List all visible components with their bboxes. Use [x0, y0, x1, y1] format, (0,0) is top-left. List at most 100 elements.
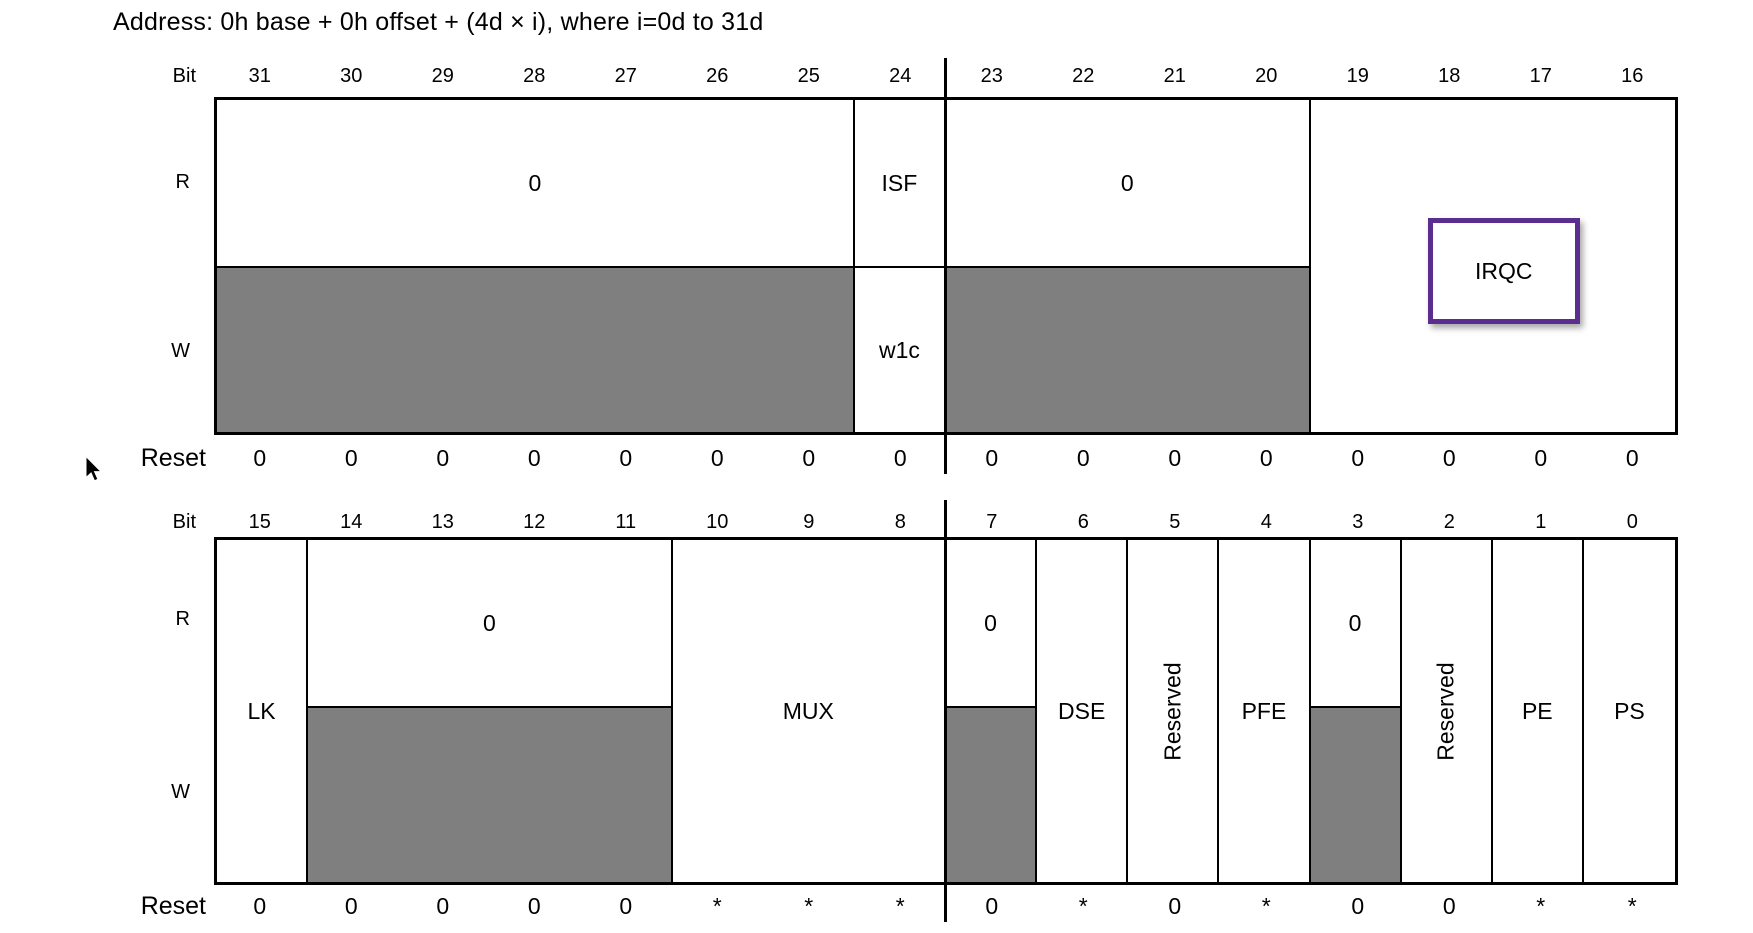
reset-value: 0	[619, 445, 633, 471]
reset-value: 0	[1259, 445, 1273, 471]
field-cell-reserved-23-20: 0	[946, 100, 1311, 432]
reset-value: *	[1536, 893, 1546, 919]
write-action-w1c: w1c	[854, 266, 944, 432]
bit-number: 9	[803, 511, 815, 533]
reset-value: 0	[1351, 893, 1365, 919]
reset-value: *	[1261, 893, 1271, 919]
field-label-pfe: PFE	[1241, 697, 1287, 724]
field-label-pe: PE	[1521, 697, 1553, 724]
field-cell-reserved-5: Reserved	[1128, 540, 1220, 882]
field-cell-reserved-2: Reserved	[1402, 540, 1493, 882]
bit-number: 3	[1352, 511, 1364, 533]
bit-number: 29	[431, 65, 454, 87]
reset-row-label-lower: Reset	[140, 892, 206, 920]
read-value: 0	[946, 100, 1309, 266]
reset-value: *	[1078, 893, 1088, 919]
bit-number: 4	[1260, 511, 1272, 533]
bit-number: 11	[615, 511, 637, 533]
bit-number: 28	[523, 65, 546, 87]
bit-number: 14	[340, 511, 363, 533]
field-cell-reserved-31-25: 0	[217, 100, 855, 432]
mouse-cursor-icon	[85, 456, 103, 482]
field-cell-pe: PE	[1493, 540, 1584, 882]
bit-number: 16	[1621, 65, 1644, 87]
bit-number: 0	[1626, 511, 1638, 533]
bit-number: 23	[980, 65, 1003, 87]
reset-row-label-upper: Reset	[140, 444, 206, 472]
field-label-isf: ISF	[854, 100, 944, 266]
field-cell-irqc: IRQC	[1311, 100, 1676, 432]
reset-value: *	[895, 893, 905, 919]
bit-number: 19	[1346, 65, 1369, 87]
bit-number: 20	[1255, 65, 1278, 87]
reset-value: *	[712, 893, 722, 919]
bit-number: 5	[1169, 511, 1181, 533]
reset-row-upper: 0 0 0 0 0 0 0 0 0 0 0 0 0 0 0 0	[214, 441, 1678, 475]
field-cell-isf: ISF w1c	[854, 100, 946, 432]
read-row-label-lower: R	[175, 608, 190, 630]
field-cell-reserved-14-11: 0	[308, 540, 673, 882]
read-row-label-upper: R	[175, 171, 190, 193]
bit-number: 8	[894, 511, 906, 533]
reset-value: 0	[1168, 445, 1182, 471]
write-row-label-upper: W	[171, 340, 190, 362]
reset-value: 0	[1168, 893, 1182, 919]
field-label-reserved: Reserved	[1159, 661, 1186, 761]
field-cell-dse: DSE	[1037, 540, 1129, 882]
bit-row-label-lower: Bit	[172, 511, 196, 533]
read-value: 0	[1310, 540, 1400, 706]
reset-value: 0	[710, 445, 724, 471]
field-cell-reserved-7: 0	[946, 540, 1038, 882]
write-shaded-area	[217, 266, 853, 432]
reset-value: 0	[527, 893, 541, 919]
address-line: Address: 0h base + 0h offset + (4d × i),…	[113, 8, 764, 36]
reset-value: 0	[1442, 893, 1456, 919]
reset-value: 0	[1534, 445, 1548, 471]
halfword-divider-upper	[944, 58, 947, 474]
bit-number: 12	[523, 511, 546, 533]
write-shaded-area	[946, 266, 1309, 432]
reset-value: 0	[619, 893, 633, 919]
field-cell-lk: LK	[217, 540, 309, 882]
reset-value: 0	[802, 445, 816, 471]
read-value: 0	[308, 540, 671, 706]
read-value: 0	[946, 540, 1036, 706]
field-label-ps: PS	[1614, 697, 1645, 724]
field-label-lk: LK	[247, 697, 276, 724]
bit-number-row-upper: 31 30 29 28 27 26 25 24 23 22 21 20 19 1…	[214, 60, 1678, 92]
bit-number: 2	[1443, 511, 1455, 533]
reset-value: 0	[985, 893, 999, 919]
reset-value: 0	[436, 445, 450, 471]
write-shaded-area	[1310, 706, 1400, 882]
field-cell-reserved-3: 0	[1310, 540, 1402, 882]
reset-value: 0	[1442, 445, 1456, 471]
bit-number: 22	[1072, 65, 1095, 87]
bit-number: 7	[986, 511, 998, 533]
reset-row-lower: 0 0 0 0 0 * * * 0 * 0 * 0 0 * *	[214, 889, 1678, 923]
irqc-highlight-link-box[interactable]: IRQC	[1427, 218, 1580, 324]
halfword-divider-lower	[944, 500, 947, 922]
bit-row-label-upper: Bit	[172, 65, 196, 87]
bit-number: 25	[797, 65, 820, 87]
reset-value: 0	[253, 445, 267, 471]
reset-value: 0	[1076, 445, 1090, 471]
bit-number-row-lower: 15 14 13 12 11 10 9 8 7 6 5 4 3 2 1 0	[214, 506, 1678, 538]
bit-number: 21	[1163, 65, 1186, 87]
reset-value: 0	[893, 445, 907, 471]
field-label-reserved: Reserved	[1432, 661, 1459, 761]
bit-number: 10	[706, 511, 729, 533]
bit-number: 26	[706, 65, 729, 87]
bit-number: 17	[1529, 65, 1552, 87]
field-cell-pfe: PFE	[1219, 540, 1311, 882]
field-cell-ps: PS	[1584, 540, 1675, 882]
reset-value: 0	[344, 445, 358, 471]
reset-value: 0	[1625, 445, 1639, 471]
bit-number: 18	[1438, 65, 1461, 87]
write-shaded-area	[308, 706, 671, 882]
field-label-irqc: IRQC	[1475, 257, 1533, 284]
bit-number: 13	[431, 511, 454, 533]
reset-value: 0	[253, 893, 267, 919]
write-shaded-area	[946, 706, 1036, 882]
field-label-dse: DSE	[1058, 697, 1106, 724]
